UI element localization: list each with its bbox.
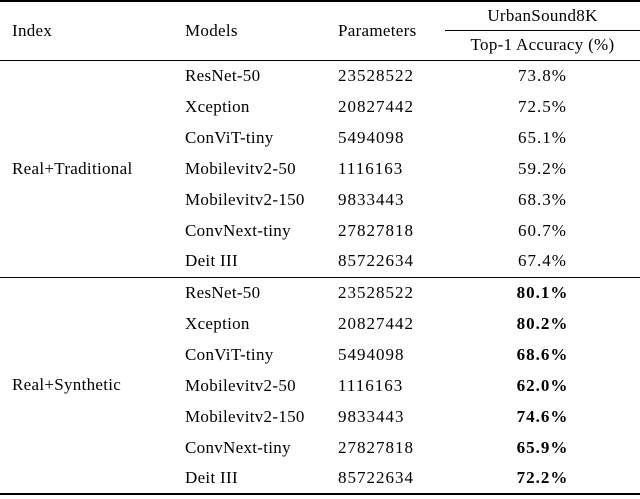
accuracy-cell: 74.6% [516,406,569,426]
table-row: Mobilevitv2-50 1116163 62.0% [0,370,640,401]
accuracy-cell: 68.6% [516,344,569,364]
accuracy-cell: 80.1% [516,282,569,302]
model-cell: ResNet-50 [185,65,261,85]
table-row: Mobilevitv2-150 9833443 68.3% [0,184,640,215]
table-row: ConViT-tiny 5494098 65.1% [0,122,640,153]
accuracy-cell: 73.8% [518,65,567,85]
column-header-index: Index [12,20,53,40]
table-row: ConvNext-tiny 27827818 60.7% [0,215,640,246]
table-header: Index Models Parameters UrbanSound8K Top… [0,1,640,60]
section-real-traditional: Real+Traditional ResNet-50 23528522 73.8… [0,60,640,277]
parameters-cell: 27827818 [338,437,414,457]
parameters-cell: 5494098 [338,127,405,147]
model-cell: ConViT-tiny [185,344,274,364]
model-cell: ResNet-50 [185,282,261,302]
table-row: Mobilevitv2-150 9833443 74.6% [0,401,640,432]
table-row: Mobilevitv2-50 1116163 59.2% [0,153,640,184]
model-cell: Deit III [185,251,238,271]
parameters-cell: 23528522 [338,282,414,302]
model-cell: Xception [185,96,250,116]
table-row: Real+Synthetic ResNet-50 23528522 80.1% [0,277,640,395]
model-cell: ConvNext-tiny [185,220,291,240]
accuracy-cell: 68.3% [518,189,567,209]
accuracy-cell: 65.9% [516,437,569,457]
table-row: ConvNext-tiny 27827818 65.9% [0,432,640,463]
model-cell: Mobilevitv2-150 [185,406,305,426]
index-group-label: Real+Synthetic [12,375,122,395]
accuracy-cell: 60.7% [518,220,567,240]
model-cell: Deit III [185,468,238,487]
table-row: Xception 20827442 72.5% [0,91,640,122]
model-cell: Xception [185,313,250,333]
parameters-cell: 23528522 [338,65,414,85]
table-row: Xception 20827442 80.2% [0,308,640,339]
column-header-parameters: Parameters [338,20,417,40]
parameters-cell: 9833443 [338,406,405,426]
accuracy-cell: 72.2% [516,468,569,487]
accuracy-cell: 80.2% [516,313,569,333]
parameters-cell: 27827818 [338,220,414,240]
table-row: Deit III 85722634 67.4% [0,246,640,277]
accuracy-cell: 65.1% [518,127,567,147]
column-header-dataset-group: UrbanSound8K [445,1,640,31]
column-header-models: Models [185,20,238,40]
model-cell: Mobilevitv2-50 [185,158,296,178]
table-row: Deit III 85722634 72.2% [0,463,640,494]
table-row: ConViT-tiny 5494098 68.6% [0,339,640,370]
parameters-cell: 20827442 [338,96,414,116]
model-cell: ConvNext-tiny [185,437,291,457]
section-real-synthetic: Real+Synthetic ResNet-50 23528522 80.1% … [0,277,640,494]
table-row: Real+Traditional ResNet-50 23528522 73.8… [0,60,640,178]
parameters-cell: 85722634 [338,468,414,487]
model-cell: Mobilevitv2-150 [185,189,305,209]
accuracy-cell: 62.0% [516,375,569,395]
accuracy-cell: 67.4% [518,251,567,271]
parameters-cell: 9833443 [338,189,405,209]
parameters-cell: 1116163 [338,375,404,395]
accuracy-cell: 72.5% [518,96,567,116]
parameters-cell: 85722634 [338,251,414,271]
parameters-cell: 1116163 [338,158,404,178]
column-header-top1-accuracy: Top-1 Accuracy (%) [470,35,615,54]
parameters-cell: 5494098 [338,344,405,364]
accuracy-cell: 59.2% [518,158,567,178]
index-group-label: Real+Traditional [12,158,133,178]
model-cell: Mobilevitv2-50 [185,375,296,395]
model-cell: ConViT-tiny [185,127,274,147]
parameters-cell: 20827442 [338,313,414,333]
